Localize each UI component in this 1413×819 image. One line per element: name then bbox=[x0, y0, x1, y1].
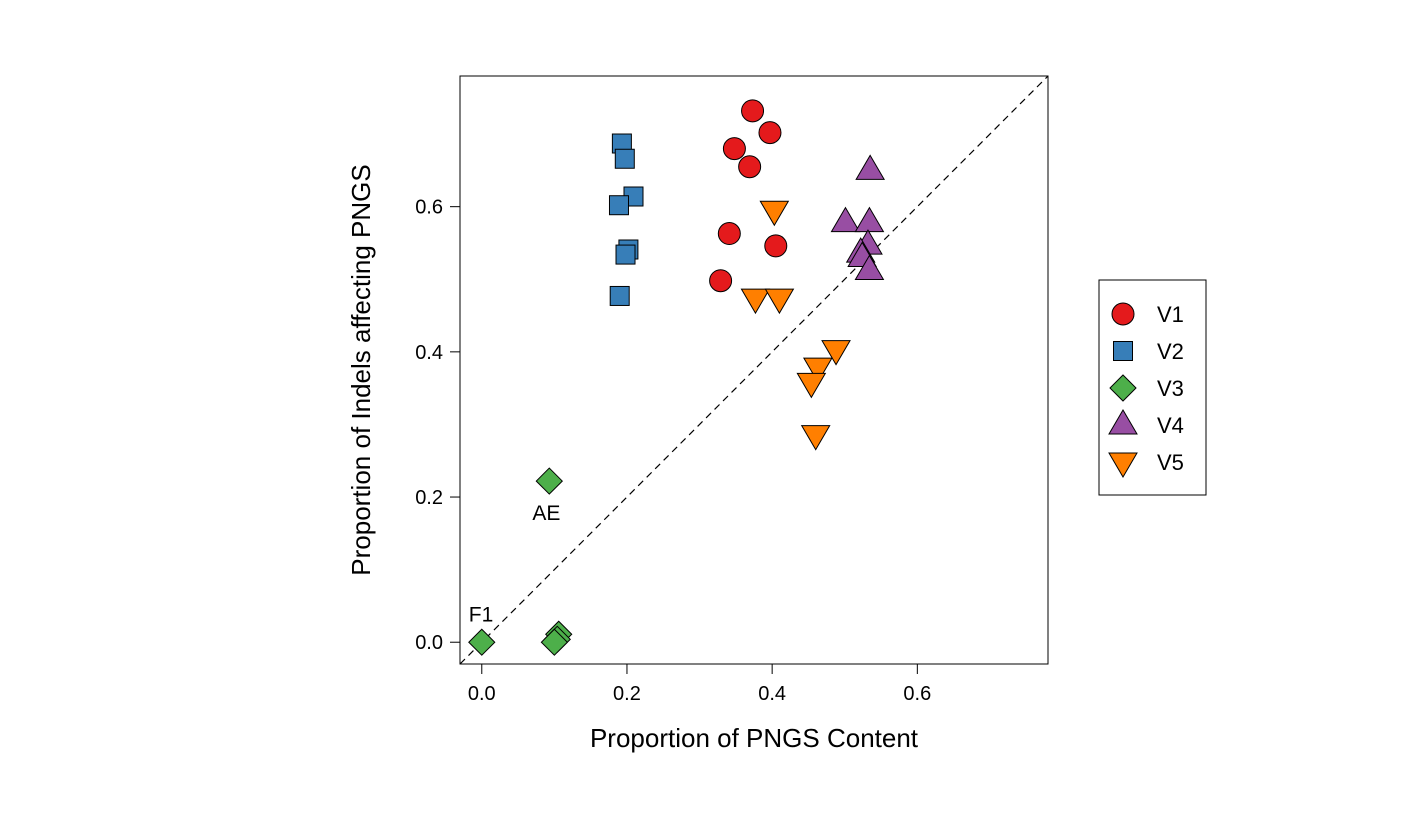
data-point-v1 bbox=[722, 137, 746, 161]
y-axis-label: Proportion of Indels affecting PNGS bbox=[346, 164, 376, 575]
data-point-v5 bbox=[740, 288, 771, 315]
series-v3 bbox=[468, 467, 573, 656]
data-point-v2 bbox=[615, 244, 636, 265]
legend-marker bbox=[1108, 409, 1138, 435]
series-v4 bbox=[830, 154, 886, 281]
data-point-v1 bbox=[741, 99, 765, 123]
data-point-v5 bbox=[803, 357, 833, 384]
x-axis: 0.0 0.2 0.4 0.6 bbox=[468, 663, 931, 705]
point-annotations: AE F1 bbox=[469, 502, 561, 627]
data-point-v2 bbox=[608, 195, 629, 216]
legend-item-v2: V2 bbox=[1113, 339, 1184, 364]
data-point-v4 bbox=[854, 206, 885, 233]
legend-marker bbox=[1109, 374, 1137, 402]
data-points bbox=[468, 99, 886, 656]
legend-label: V2 bbox=[1157, 339, 1184, 364]
identity-reference-line bbox=[459, 75, 1049, 665]
data-point-v2 bbox=[609, 285, 630, 306]
legend-marker bbox=[1108, 452, 1138, 478]
data-point-v4 bbox=[854, 254, 885, 281]
x-tick-label: 0.0 bbox=[468, 683, 496, 705]
data-point-v2 bbox=[614, 148, 635, 169]
reference-line-layer bbox=[459, 75, 1049, 665]
data-point-v3 bbox=[540, 628, 569, 656]
legend-marker bbox=[1111, 302, 1135, 326]
y-tick-label: 0.4 bbox=[415, 342, 443, 364]
point-annotation: AE bbox=[532, 502, 560, 525]
data-point-v3 bbox=[535, 467, 563, 495]
y-tick-label: 0.6 bbox=[415, 197, 443, 219]
x-tick-label: 0.2 bbox=[613, 683, 641, 705]
y-tick-label: 0.0 bbox=[415, 632, 443, 654]
data-point-v5 bbox=[759, 200, 790, 227]
x-tick-label: 0.6 bbox=[903, 683, 931, 705]
legend-item-v3: V3 bbox=[1109, 374, 1184, 402]
x-tick-label: 0.4 bbox=[758, 683, 786, 705]
legend-label: V5 bbox=[1157, 450, 1184, 475]
x-axis-label: Proportion of PNGS Content bbox=[590, 723, 919, 753]
data-point-v1 bbox=[717, 222, 741, 246]
data-point-v4 bbox=[855, 154, 886, 180]
y-tick-label: 0.2 bbox=[415, 487, 443, 509]
legend-item-v1: V1 bbox=[1111, 302, 1184, 327]
legend-item-v5: V5 bbox=[1108, 450, 1184, 478]
data-point-v1 bbox=[709, 269, 733, 293]
legend: V1 V2 V3 V4 V5 bbox=[1098, 279, 1207, 496]
legend-label: V4 bbox=[1157, 413, 1184, 438]
series-v1 bbox=[709, 99, 788, 293]
data-point-v5 bbox=[800, 425, 831, 451]
y-axis: 0.0 0.2 0.4 0.6 bbox=[415, 197, 461, 654]
legend-label: V1 bbox=[1157, 302, 1184, 327]
data-point-v5 bbox=[764, 288, 795, 315]
data-point-v4 bbox=[830, 206, 861, 233]
legend-marker bbox=[1113, 341, 1133, 361]
data-point-v5 bbox=[796, 372, 827, 399]
data-point-v1 bbox=[738, 155, 762, 179]
point-annotation: F1 bbox=[469, 604, 494, 627]
series-v5 bbox=[740, 200, 851, 451]
legend-label: V3 bbox=[1157, 376, 1184, 401]
data-point-v1 bbox=[758, 121, 782, 145]
legend-item-v4: V4 bbox=[1108, 409, 1184, 438]
data-point-v1 bbox=[764, 234, 788, 258]
series-v2 bbox=[608, 133, 644, 306]
data-point-v5 bbox=[821, 340, 851, 366]
data-point-v3 bbox=[468, 628, 496, 656]
